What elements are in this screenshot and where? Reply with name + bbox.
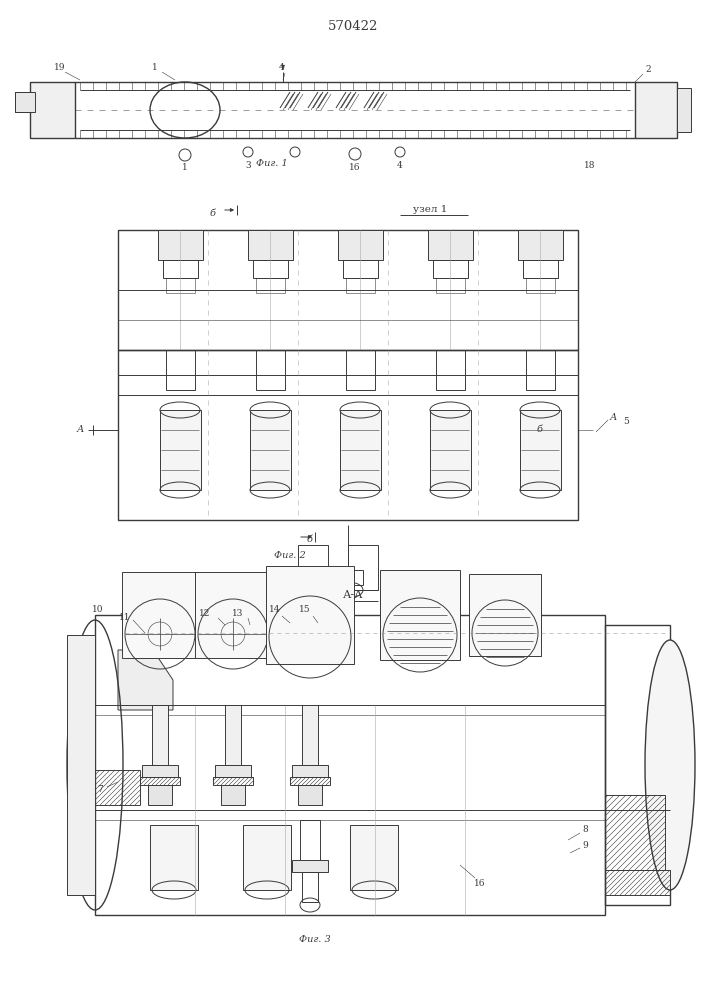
Bar bbox=[635, 82, 677, 138]
Text: 19: 19 bbox=[54, 64, 66, 73]
Bar bbox=[142, 765, 178, 777]
Text: 5: 5 bbox=[623, 418, 629, 426]
Bar bbox=[469, 574, 541, 656]
Bar bbox=[163, 260, 198, 278]
Bar bbox=[148, 785, 172, 805]
Text: 1: 1 bbox=[182, 163, 188, 172]
Bar bbox=[298, 545, 328, 590]
Bar bbox=[266, 566, 354, 664]
Bar bbox=[118, 350, 578, 520]
Bar bbox=[430, 410, 471, 490]
Text: А: А bbox=[609, 414, 617, 422]
Bar bbox=[346, 278, 375, 293]
Bar bbox=[298, 785, 322, 805]
Bar bbox=[526, 278, 555, 293]
Bar bbox=[152, 705, 168, 765]
Bar bbox=[428, 230, 473, 260]
Bar bbox=[526, 350, 555, 390]
Bar bbox=[300, 820, 320, 870]
Bar bbox=[436, 278, 465, 293]
Bar bbox=[520, 410, 561, 490]
Bar bbox=[250, 410, 291, 490]
Text: б: б bbox=[307, 536, 313, 544]
Text: А-А: А-А bbox=[343, 590, 363, 600]
Polygon shape bbox=[118, 650, 173, 710]
Bar bbox=[677, 88, 691, 132]
Text: 12: 12 bbox=[199, 608, 211, 617]
Text: 4: 4 bbox=[279, 64, 285, 73]
Bar bbox=[302, 705, 318, 765]
Text: 15: 15 bbox=[299, 605, 311, 614]
Text: Фиг. 3: Фиг. 3 bbox=[299, 936, 331, 944]
Text: 18: 18 bbox=[584, 160, 596, 169]
Bar bbox=[350, 825, 398, 890]
Bar bbox=[215, 765, 251, 777]
Text: 14: 14 bbox=[269, 605, 281, 614]
Bar bbox=[213, 777, 253, 785]
Bar bbox=[160, 410, 201, 490]
Bar bbox=[605, 870, 670, 895]
Bar bbox=[433, 260, 468, 278]
Text: 9: 9 bbox=[582, 840, 588, 850]
Bar bbox=[333, 570, 363, 585]
Bar bbox=[166, 278, 195, 293]
Bar bbox=[302, 872, 318, 902]
Bar bbox=[122, 572, 198, 658]
Text: 16: 16 bbox=[474, 879, 486, 888]
Bar bbox=[15, 92, 35, 112]
Bar bbox=[346, 350, 375, 390]
Bar bbox=[340, 410, 381, 490]
Ellipse shape bbox=[645, 640, 695, 890]
Bar bbox=[30, 82, 75, 138]
Text: 4: 4 bbox=[397, 161, 403, 170]
Bar bbox=[248, 230, 293, 260]
Bar bbox=[166, 350, 195, 390]
Bar bbox=[338, 230, 383, 260]
Bar bbox=[348, 545, 378, 590]
Text: А: А bbox=[76, 426, 83, 434]
Text: б: б bbox=[210, 209, 216, 218]
Bar bbox=[195, 572, 271, 658]
Bar bbox=[292, 860, 328, 872]
Bar bbox=[605, 625, 670, 905]
Text: 3: 3 bbox=[245, 160, 251, 169]
Bar bbox=[225, 705, 241, 765]
Bar bbox=[140, 777, 180, 785]
Text: 13: 13 bbox=[233, 608, 244, 617]
Bar bbox=[523, 260, 558, 278]
Text: 11: 11 bbox=[119, 612, 131, 621]
Bar bbox=[292, 765, 328, 777]
Bar bbox=[518, 230, 563, 260]
Text: 8: 8 bbox=[582, 826, 588, 834]
Text: Фиг. 2: Фиг. 2 bbox=[274, 550, 306, 560]
Bar bbox=[150, 825, 198, 890]
Bar bbox=[256, 350, 285, 390]
Bar bbox=[605, 795, 665, 870]
Text: 1: 1 bbox=[152, 64, 158, 73]
Bar bbox=[95, 615, 605, 915]
Bar bbox=[343, 260, 378, 278]
Bar bbox=[253, 260, 288, 278]
Bar bbox=[380, 570, 460, 660]
Bar bbox=[118, 230, 578, 350]
Bar bbox=[290, 777, 330, 785]
Bar bbox=[158, 230, 203, 260]
Text: 16: 16 bbox=[349, 163, 361, 172]
Bar bbox=[67, 635, 95, 895]
Text: 10: 10 bbox=[92, 605, 104, 614]
Text: узел 1: узел 1 bbox=[413, 206, 448, 215]
Bar bbox=[436, 350, 465, 390]
Text: б: б bbox=[537, 426, 543, 434]
Text: 570422: 570422 bbox=[328, 20, 378, 33]
Text: Фиг. 1: Фиг. 1 bbox=[256, 158, 288, 167]
Bar bbox=[221, 785, 245, 805]
Bar bbox=[256, 278, 285, 293]
Text: 2: 2 bbox=[645, 66, 651, 75]
Text: 7: 7 bbox=[97, 786, 103, 794]
Bar bbox=[243, 825, 291, 890]
